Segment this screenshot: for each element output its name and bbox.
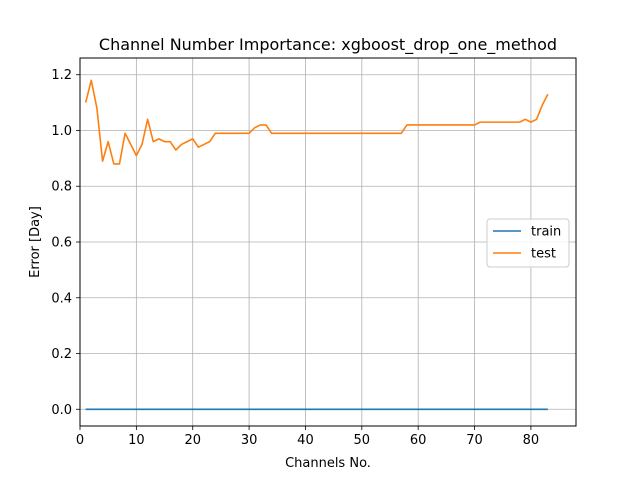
x-tick-label: 80 [523,433,540,448]
legend: train test [486,218,570,268]
x-tick-label: 20 [184,433,201,448]
series-line-test [84,79,549,165]
y-tick-label: 0.6 [51,236,72,251]
y-tick-label: 0.0 [51,403,72,418]
y-tick-label: 1.0 [51,124,72,139]
y-axis-ticks: 0.0 0.2 0.4 0.6 0.8 1.0 1.2 [51,68,80,418]
x-tick-label: 50 [354,433,371,448]
y-tick-label: 0.2 [51,347,72,362]
x-tick-label: 0 [76,433,84,448]
x-axis-label: Channels No. [285,456,371,471]
x-tick-label: 70 [466,433,483,448]
chart-title: Channel Number Importance: xgboost_drop_… [99,35,557,55]
y-tick-label: 1.2 [51,68,72,83]
legend-label-test: test [531,247,556,262]
x-tick-label: 30 [241,433,258,448]
x-tick-label: 40 [297,433,314,448]
x-axis-ticks: 0 10 20 30 40 50 60 70 80 [76,426,539,448]
y-tick-label: 0.8 [51,180,72,195]
y-tick-label: 0.4 [51,291,72,306]
x-tick-label: 10 [128,433,145,448]
legend-label-train: train [531,225,561,240]
x-tick-label: 60 [410,433,427,448]
y-axis-label: Error [Day] [28,206,43,278]
series-lines [84,79,549,411]
